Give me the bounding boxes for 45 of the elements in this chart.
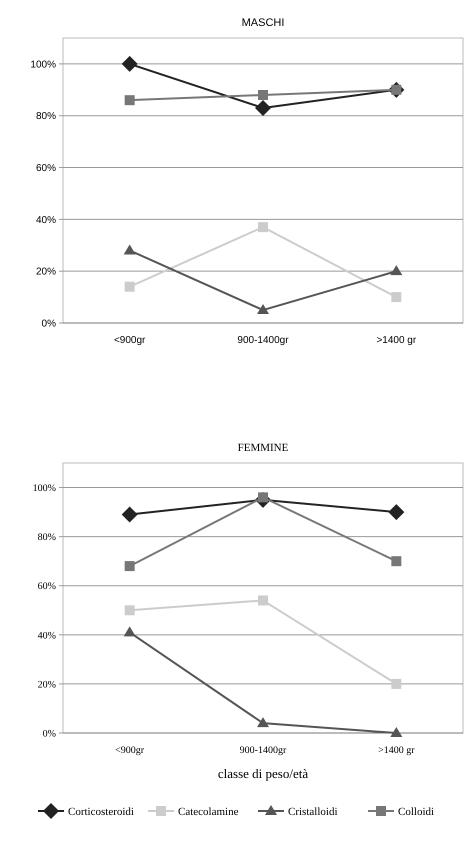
y-tick-label: 20% xyxy=(38,679,56,690)
legend-label: Cristalloidi xyxy=(288,806,338,818)
point xyxy=(388,504,404,520)
point xyxy=(124,626,136,636)
x-tick-label: <900gr xyxy=(115,745,145,756)
point xyxy=(390,727,402,737)
point xyxy=(124,605,135,616)
y-tick-label: 80% xyxy=(36,111,56,122)
point xyxy=(124,561,135,572)
legend-label: Catecolamine xyxy=(178,806,239,818)
point xyxy=(122,56,138,72)
point xyxy=(124,282,135,292)
point xyxy=(124,244,136,254)
y-tick-label: 40% xyxy=(38,630,56,642)
point xyxy=(257,717,269,728)
legend-label: Corticosteroidi xyxy=(68,806,134,818)
chart-title: MASCHI xyxy=(242,17,284,29)
x-tick-label: >1400 gr xyxy=(376,335,417,346)
x-axis-title: classe di peso/età xyxy=(218,766,308,781)
point xyxy=(258,595,268,606)
point xyxy=(391,292,402,302)
point xyxy=(391,556,402,566)
y-tick-label: 100% xyxy=(32,483,56,494)
chart-title: FEMMINE xyxy=(238,442,289,454)
x-tick-label: <900gr xyxy=(114,335,146,346)
x-tick-label: 900-1400gr xyxy=(240,745,287,756)
point xyxy=(257,304,269,314)
y-tick-label: 20% xyxy=(36,266,56,278)
point xyxy=(391,678,402,689)
point xyxy=(124,95,135,106)
y-tick-label: 0% xyxy=(42,728,56,740)
legend-label: Colloidi xyxy=(398,806,434,818)
y-tick-label: 80% xyxy=(38,532,56,544)
point xyxy=(122,506,138,523)
y-tick-label: 60% xyxy=(38,581,56,592)
point xyxy=(258,222,268,232)
y-tick-label: 100% xyxy=(30,59,56,70)
y-tick-label: 0% xyxy=(42,318,56,330)
x-tick-label: >1400 gr xyxy=(378,745,416,756)
y-tick-label: 60% xyxy=(36,163,56,174)
point xyxy=(390,265,402,276)
x-tick-label: 900-1400gr xyxy=(237,335,290,346)
point xyxy=(255,100,271,116)
y-tick-label: 40% xyxy=(36,214,56,226)
point xyxy=(258,90,268,100)
